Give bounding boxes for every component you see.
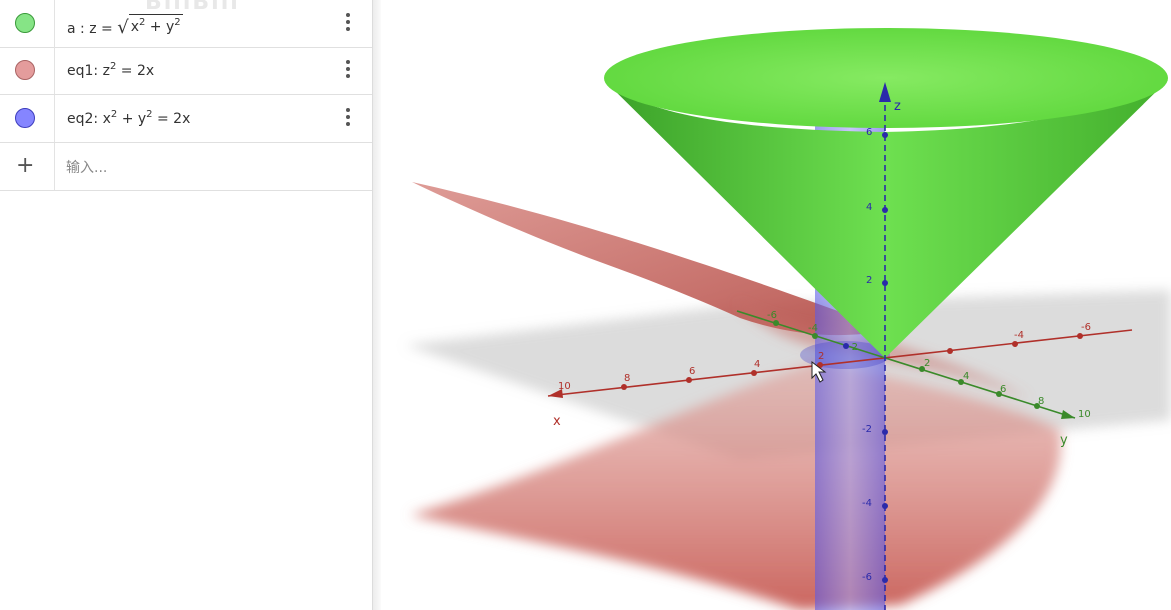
- z-tick-label: 6: [866, 127, 872, 138]
- y-tick-label: 4: [963, 371, 969, 382]
- x-tick-dot: [1012, 341, 1018, 347]
- z-tick-label: -6: [862, 572, 872, 583]
- y-tick-dot: [958, 379, 964, 385]
- y-tick-dot: [996, 391, 1002, 397]
- algebra-row-a[interactable]: a : z = √ x2 + y2: [0, 0, 372, 48]
- y-axis: [736, 310, 1076, 419]
- x-tick-label: 8: [624, 373, 630, 384]
- x-tick-label: 4: [754, 359, 760, 370]
- y-axis-label: y: [1060, 433, 1068, 448]
- x-tick-dot: [1077, 333, 1083, 339]
- y-tick-label: -6: [1081, 322, 1091, 333]
- x-tick-dot: [686, 377, 692, 383]
- z-axis: [879, 82, 891, 610]
- watermark-logo: BiliBili: [145, 0, 240, 15]
- y-tick-dot: [812, 333, 818, 339]
- y-tick-dot: [1034, 403, 1040, 409]
- cylinder-base-disk: [800, 341, 890, 369]
- panel-divider[interactable]: [373, 0, 381, 610]
- more-options-icon[interactable]: [340, 105, 356, 129]
- y-tick-label: 6: [1000, 384, 1006, 395]
- z-ticks: 6 4 2 -2 -4 -6: [862, 127, 888, 583]
- z-tick-dot: [882, 132, 888, 138]
- add-plus-icon[interactable]: +: [16, 153, 35, 178]
- z-axis-label: z: [894, 99, 901, 114]
- x-tick-label: 10: [558, 381, 571, 392]
- more-options-icon[interactable]: [340, 57, 356, 81]
- y-tick-label: 10: [1078, 409, 1091, 420]
- y-ticks: -6 -4 -2 2 4 6 8 10 -6 -4: [767, 310, 1091, 420]
- algebra-row-eq2[interactable]: eq2: x2 + y2 = 2x: [0, 95, 372, 143]
- visibility-toggle-a[interactable]: [15, 13, 35, 33]
- x-ticks: 10 8 6 4 2: [558, 333, 1083, 392]
- x-axis-label: x: [553, 414, 561, 429]
- intersection-point[interactable]: [843, 343, 849, 349]
- z-tick-label: 4: [866, 202, 872, 213]
- z-tick-label: 2: [866, 275, 872, 286]
- visibility-toggle-eq1[interactable]: [15, 60, 35, 80]
- algebra-view: a : z = √ x2 + y2 eq1: z2 = 2x eq2: x2 + …: [0, 0, 373, 610]
- visibility-toggle-eq2[interactable]: [15, 108, 35, 128]
- x-axis: [547, 329, 1133, 398]
- y-tick-dot: [773, 320, 779, 326]
- y-tick-label: -4: [808, 323, 818, 334]
- algebra-input-row[interactable]: + 输入...: [0, 143, 372, 191]
- z-tick-label: -2: [862, 424, 872, 435]
- z-tick-dot: [882, 503, 888, 509]
- z-tick-dot: [882, 207, 888, 213]
- x-tick-dot: [621, 384, 627, 390]
- y-tick-dot: [919, 366, 925, 372]
- parabolic-cylinder-upper: [412, 182, 890, 336]
- algebra-input[interactable]: 输入...: [66, 160, 108, 176]
- x-tick-label: 6: [689, 366, 695, 377]
- parabolic-cylinder-lower: [410, 360, 1061, 610]
- algebra-row-eq1[interactable]: eq1: z2 = 2x: [0, 47, 372, 95]
- cone-surface: [604, 80, 1168, 358]
- x-tick-dot: [751, 370, 757, 376]
- expression-a[interactable]: a : z = √ x2 + y2: [67, 14, 183, 37]
- z-tick-label: -4: [862, 498, 872, 509]
- cone-top-cap: [604, 28, 1168, 128]
- cursor-icon: [811, 360, 827, 383]
- z-tick-dot: [882, 429, 888, 435]
- y-tick-label: -4: [1014, 330, 1024, 341]
- x-tick-label: 2: [818, 351, 824, 362]
- more-options-icon[interactable]: [340, 10, 356, 34]
- y-tick-label: 8: [1038, 396, 1044, 407]
- graphics-3d-view[interactable]: x y z 10 8 6 4 2: [381, 0, 1171, 610]
- z-tick-dot: [882, 577, 888, 583]
- x-tick-dot: [947, 348, 953, 354]
- y-tick-label: -2: [848, 342, 858, 353]
- z-tick-dot: [882, 280, 888, 286]
- y-tick-label: 2: [924, 358, 930, 369]
- expression-eq2[interactable]: eq2: x2 + y2 = 2x: [67, 109, 191, 127]
- expression-eq1[interactable]: eq1: z2 = 2x: [67, 61, 155, 79]
- y-tick-label: -6: [767, 310, 777, 321]
